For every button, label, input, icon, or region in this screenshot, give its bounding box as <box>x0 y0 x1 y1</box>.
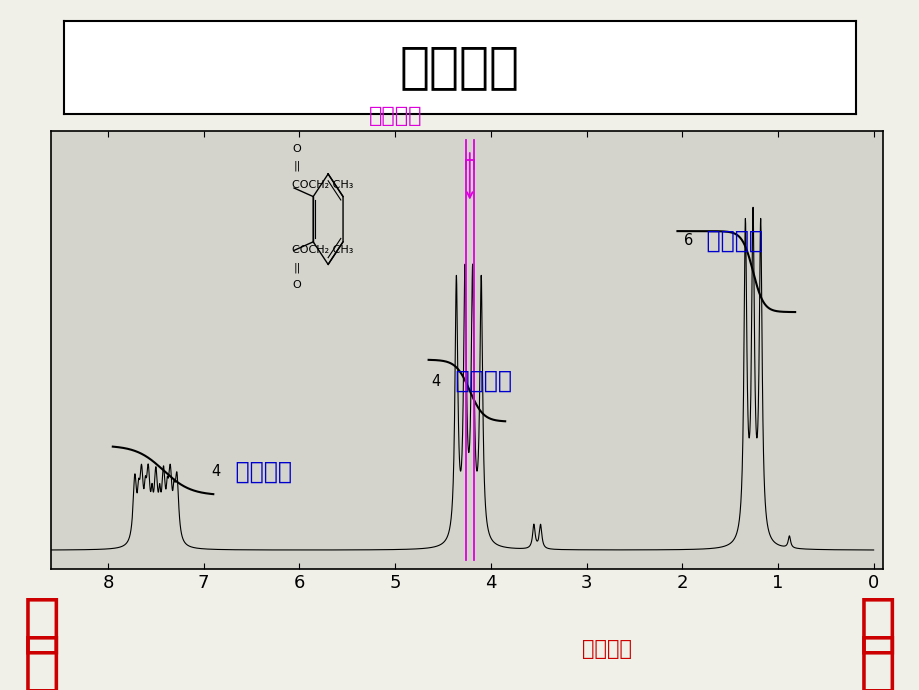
Text: 高: 高 <box>857 593 896 656</box>
Text: 4: 4 <box>431 373 440 388</box>
Text: COCH₂ CH₃: COCH₂ CH₃ <box>292 179 353 190</box>
Text: O: O <box>292 279 301 290</box>
Text: 4: 4 <box>211 464 221 479</box>
Text: 积分面积: 积分面积 <box>698 228 763 253</box>
Text: 场: 场 <box>857 631 896 690</box>
Text: 化学位移: 化学位移 <box>582 639 631 658</box>
Text: 认识氢谱: 认识氢谱 <box>400 43 519 91</box>
Text: 积分面积: 积分面积 <box>227 460 291 484</box>
Text: 偶合常数: 偶合常数 <box>369 106 422 126</box>
Text: 低: 低 <box>23 593 62 656</box>
Text: ||: || <box>294 160 301 171</box>
Text: O: O <box>292 144 301 154</box>
Text: COCH₂ CH₃: COCH₂ CH₃ <box>292 246 353 255</box>
Text: 场: 场 <box>23 631 62 690</box>
Text: ||: || <box>294 263 301 273</box>
Text: 6: 6 <box>684 233 693 248</box>
Text: 积分面积: 积分面积 <box>448 369 511 393</box>
